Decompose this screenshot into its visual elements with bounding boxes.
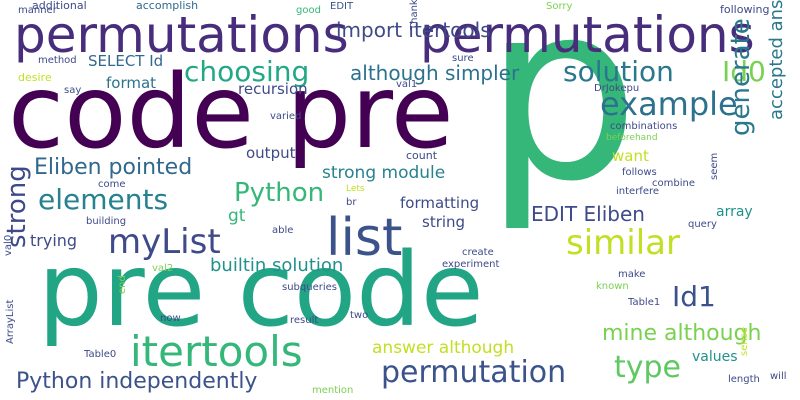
cloud-word-val1-52: val1 [396,79,418,90]
cloud-word-combinations-56: combinations [610,121,678,132]
cloud-word-subqueries-78: subqueries [282,282,337,293]
cloud-word-pre-code-2: pre code [38,231,484,350]
cloud-word-following-46: following [720,3,770,16]
cloud-word-now-79: now [160,313,181,324]
cloud-word-two-81: two [350,310,369,321]
cloud-word-count-58: count [406,149,438,162]
cloud-word-strong-module-26: strong module [322,163,446,183]
cloud-word-gt-37: gt [228,206,246,226]
cloud-word-elements-14: elements [38,183,169,216]
cloud-word-example-10: example [600,85,738,123]
cloud-word-permutations-3: permutations [14,6,349,64]
cloud-word-drjokepu-53: DrJokepu [594,83,640,94]
cloud-word-thank-54: Thank [409,0,420,30]
cloud-word-method-48: method [38,55,77,66]
cloud-word-seem-62: seem [709,152,720,180]
cloud-word-choosing-11: choosing [184,55,310,88]
cloud-word-val0-69: val0 [3,234,14,256]
cloud-word-generate-20: generate [726,18,756,136]
cloud-word-table0-82: Table0 [84,349,117,360]
cloud-word-formatting-34: formatting [400,194,480,212]
cloud-word-varied-55: varied [270,111,302,122]
cloud-word-sure-51: sure [452,53,474,64]
cloud-word-recursion-32: recursion [238,80,308,98]
cloud-word-able-68: able [272,225,294,236]
cloud-word-good-43: good [296,5,321,16]
cloud-word-mention-86: mention [312,385,354,396]
cloud-word-val2-72: val2 [152,263,174,274]
cloud-word-known-74: known [596,281,629,292]
cloud-word-arraylist-75: ArrayList [5,299,16,344]
cloud-word-builtin-solution-27: builtin solution [210,255,344,276]
cloud-word-python-15: Python [234,178,325,208]
cloud-word-values-40: values [692,349,738,365]
cloud-word-want-38: want [612,147,649,165]
cloud-word-additional-41: additional [32,0,87,12]
cloud-word-end-76: end [117,275,128,294]
cloud-word-building-67: building [86,216,127,227]
cloud-word-id1-23: Id1 [672,280,716,313]
cloud-word-br-65: br [346,197,357,208]
cloud-word-create-70: create [462,247,494,258]
cloud-word-id0-13: Id0 [722,55,766,88]
cloud-word-come-63: come [98,179,126,190]
cloud-word-sorry-45: Sorry [546,1,573,12]
cloud-word-query-66: query [688,219,717,230]
cloud-word-answer-although-29: answer although [372,338,515,358]
cloud-word-string-35: string [422,213,466,231]
cloud-word-although-simpler-25: although simpler [350,61,520,85]
cloud-word-will-85: will [770,371,787,382]
cloud-word-length-83: length [728,374,760,385]
cloud-word-eliben-pointed-16: Eliben pointed [34,155,193,180]
cloud-word-similar-8: similar [566,223,680,263]
cloud-word-p-0: p [484,0,640,235]
cloud-word-import-itertools-28: import itertools [336,18,491,42]
cloud-word-accomplish-42: accomplish [136,0,199,12]
cloud-word-lets-64: Lets [346,184,365,194]
cloud-word-permutation-9: permutation [381,355,567,390]
cloud-word-select-id-30: SELECT Id [88,52,164,70]
cloud-word-interfere-60: interfere [616,186,660,197]
cloud-word-beforehand-57: beforehand [606,133,658,143]
cloud-word-output-33: output [246,144,296,162]
cloud-word-sense-84: sense [739,326,750,356]
cloud-word-type-18: type [614,350,682,385]
cloud-word-experiment-71: experiment [442,259,500,270]
cloud-word-edit-44: EDIT [330,1,354,12]
cloud-word-desire-49: desire [18,71,52,84]
cloud-word-permutations-4: permutations [420,6,755,64]
cloud-word-accepted-answer-22: accepted answer [766,0,787,120]
cloud-word-combine-61: combine [652,178,695,189]
cloud-word-itertools-6: itertools [130,327,303,376]
cloud-word-mine-although-19: mine although [602,321,762,346]
cloud-word-follows-59: follows [622,167,657,178]
cloud-word-trying-36: trying [30,231,78,250]
cloud-word-code-pre-1: code pre [8,53,454,172]
cloud-word-table1-77: Table1 [628,297,661,308]
cloud-word-edit-eliben-24: EDIT Eliben [531,202,645,226]
cloud-word-solution-12: solution [563,55,674,88]
cloud-word-make-73: make [618,269,646,280]
cloud-word-format-31: format [106,74,157,92]
cloud-word-say-50: say [64,85,82,96]
cloud-word-list-5: list [326,208,403,268]
cloud-word-manner-47: manner [18,5,57,16]
cloud-word-array-39: array [716,204,753,220]
cloud-word-mylist-7: myList [108,222,221,262]
cloud-word-python-independently-17: Python independently [16,369,258,394]
cloud-word-result-80: result [290,315,319,326]
